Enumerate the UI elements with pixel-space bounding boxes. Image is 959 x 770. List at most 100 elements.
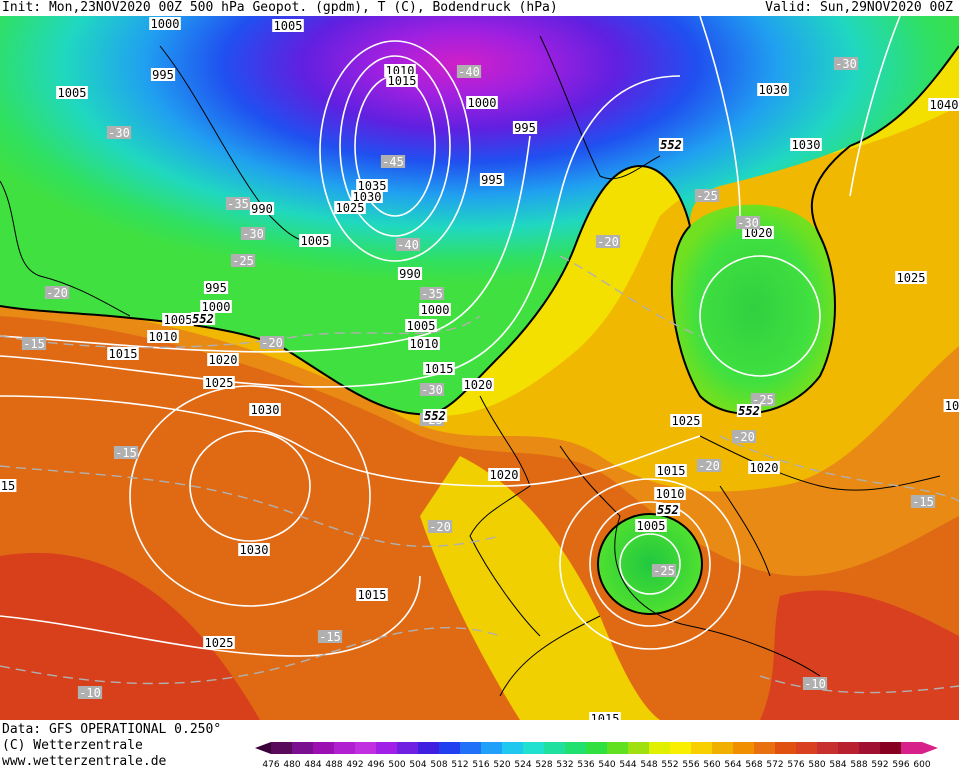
isotherm-label-text: -45 bbox=[382, 155, 404, 169]
cold-air-mass-north bbox=[0, 16, 959, 415]
isobar-label-text: 10 bbox=[945, 399, 959, 413]
legend-tick-label: 600 bbox=[913, 760, 930, 770]
cutoff-low-mediterranean bbox=[598, 514, 702, 614]
isobar-label: 1025 bbox=[334, 201, 366, 215]
legend-color-cell bbox=[586, 742, 607, 754]
isobar-label-text: 1000 bbox=[151, 17, 180, 31]
isotherm-label-text: -35 bbox=[421, 287, 443, 301]
isobars bbox=[0, 16, 901, 657]
isobar-label: 1030 bbox=[790, 138, 822, 152]
isobar-label-text: 1020 bbox=[744, 226, 773, 240]
legend-tick-label: 500 bbox=[388, 760, 405, 770]
isobar-label: 1030 bbox=[351, 190, 383, 204]
isobar-label: 995 bbox=[203, 281, 229, 295]
isotherm-label-text: -20 bbox=[698, 459, 720, 473]
geopotential-labels: 552 552 552 552 552 bbox=[190, 138, 762, 517]
isotherms bbox=[0, 255, 959, 694]
weather-map[interactable]: 1000 1005 995 1005 1010 1015 1000 995 1030 1040 10… bbox=[0, 16, 959, 720]
geopotential-label-text: 552 bbox=[738, 404, 760, 418]
pressure-labels: 1000 1005 995 1005 1010 1015 1000 995 1030 1040 10… bbox=[0, 17, 959, 720]
isobar-label-text: 1020 bbox=[490, 468, 519, 482]
isobar-label-text: 995 bbox=[152, 68, 174, 82]
legend-color-cell bbox=[313, 742, 334, 754]
legend-color-cell bbox=[691, 742, 712, 754]
legend-tick-label: 592 bbox=[871, 760, 888, 770]
isobar-label-text: 1015 bbox=[358, 588, 387, 602]
isotherm-label: -30 bbox=[735, 216, 761, 230]
legend-color-cell bbox=[796, 742, 817, 754]
isotherm-label: -35 bbox=[419, 287, 445, 301]
geopotential-label-text: 552 bbox=[660, 138, 682, 152]
isobar-label-text: 1020 bbox=[209, 353, 238, 367]
isobar-label-text: 1010 bbox=[149, 330, 178, 344]
isobar-label-text: 1010 bbox=[656, 487, 685, 501]
isobar-label-text: 995 bbox=[514, 121, 536, 135]
map-header: Init: Mon,23NOV2020 00Z 500 hPa Geopot. … bbox=[0, 0, 959, 16]
legend-color-cell bbox=[502, 742, 523, 754]
isobar-label: 1015 bbox=[423, 362, 455, 376]
legend-tick-label: 536 bbox=[577, 760, 594, 770]
legend-color-cell bbox=[670, 742, 691, 754]
legend-tick-label: 544 bbox=[619, 760, 636, 770]
legend-tick-label: 576 bbox=[787, 760, 804, 770]
isobar-label-text: 1015 bbox=[109, 347, 138, 361]
isotherm-label: -25 bbox=[750, 393, 776, 407]
isotherm-label-text: -15 bbox=[912, 495, 934, 509]
map-canvas[interactable]: 1000 1005 995 1005 1010 1015 1000 995 1030 1040 10… bbox=[0, 16, 959, 720]
legend-color-cell bbox=[376, 742, 397, 754]
isobar-label-text: 1010 bbox=[410, 337, 439, 351]
legend-tick-label: 568 bbox=[745, 760, 762, 770]
legend-tick-label: 480 bbox=[283, 760, 300, 770]
geopotential-contour-552-russia bbox=[670, 45, 959, 415]
isotherm-label-text: -20 bbox=[429, 520, 451, 534]
isobar-label: 990 bbox=[249, 202, 275, 216]
isotherm-label: -15 bbox=[910, 495, 936, 509]
isobar-label: 1020 bbox=[207, 353, 239, 367]
legend-tick-label: 548 bbox=[640, 760, 657, 770]
legend-color-cell bbox=[712, 742, 733, 754]
legend-color-cell bbox=[607, 742, 628, 754]
legend-tick-label: 540 bbox=[598, 760, 615, 770]
geopotential-label-text: 552 bbox=[424, 409, 446, 423]
isobar-label-text: 995 bbox=[481, 173, 503, 187]
isobar-label: 1000 bbox=[149, 17, 181, 31]
isotherm-label: -20 bbox=[731, 430, 757, 444]
isotherm-label: -40 bbox=[395, 238, 421, 252]
isobar-label: 995 bbox=[479, 173, 505, 187]
isotherm-label-text: -40 bbox=[397, 238, 419, 252]
isotherm-label: -25 bbox=[651, 564, 677, 578]
isotherm-label-text: -15 bbox=[115, 446, 137, 460]
isotherm-label: -30 bbox=[419, 383, 445, 397]
isotherm-label: -20 bbox=[595, 235, 621, 249]
coastlines bbox=[0, 35, 941, 697]
legend-tick-label: 492 bbox=[346, 760, 363, 770]
isobar-label-text: 1000 bbox=[421, 303, 450, 317]
isobar-label-text: 1040 bbox=[930, 98, 959, 112]
isotherm-label: -30 bbox=[833, 57, 859, 71]
legend-color-cell bbox=[838, 742, 859, 754]
isobar-label: 1005 bbox=[272, 19, 304, 33]
legend-color-cell bbox=[859, 742, 880, 754]
isobar-label: 1005 bbox=[56, 86, 88, 100]
isotherm-label: -20 bbox=[427, 520, 453, 534]
geopotential-label: 552 bbox=[658, 138, 684, 152]
isobar-label: 1015 bbox=[107, 347, 139, 361]
isotherm-label: -15 bbox=[317, 630, 343, 644]
legend-color-cell bbox=[397, 742, 418, 754]
isobar-label-text: 995 bbox=[205, 281, 227, 295]
isotherm-label: -20 bbox=[259, 336, 285, 350]
isobar-label: 1030 bbox=[249, 403, 281, 417]
isobar-label: 1025 bbox=[670, 414, 702, 428]
isobar-label-text: 1030 bbox=[240, 543, 269, 557]
website-link[interactable]: www.wetterzentrale.de bbox=[2, 754, 167, 769]
isotherm-label-text: -30 bbox=[242, 227, 264, 241]
isobar-label: 1015 bbox=[655, 464, 687, 478]
temperature-labels: -30 -40 -30 -45 -35 -30 -40 -25 -25 -30 -20 -20 -35 -… bbox=[21, 57, 936, 700]
isobar-label-text: 1025 bbox=[672, 414, 701, 428]
legend-tick-label: 496 bbox=[367, 760, 384, 770]
legend-tick-label: 508 bbox=[430, 760, 447, 770]
cold-low-russia bbox=[671, 204, 835, 414]
isobar-label: 1020 bbox=[488, 468, 520, 482]
legend-arrow-right bbox=[922, 742, 938, 754]
legend-tick-label: 556 bbox=[682, 760, 699, 770]
